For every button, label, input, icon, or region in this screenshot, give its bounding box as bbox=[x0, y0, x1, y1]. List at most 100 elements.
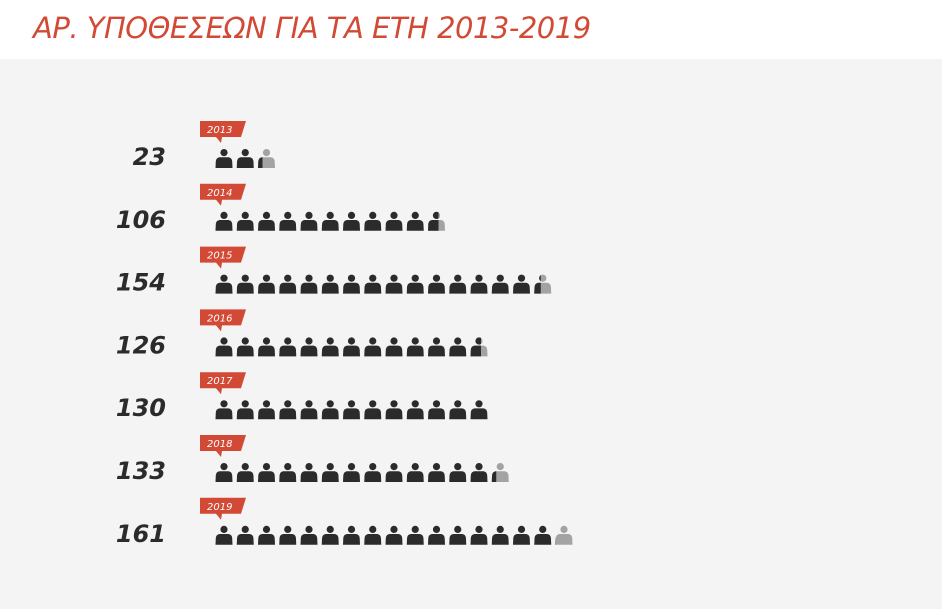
person-icon bbox=[406, 525, 424, 545]
person-icon bbox=[513, 525, 530, 545]
value-label: 106 bbox=[116, 206, 166, 234]
person-icon bbox=[343, 274, 360, 294]
value-label: 161 bbox=[116, 520, 166, 548]
person-icon bbox=[385, 400, 403, 420]
person-icon bbox=[470, 525, 488, 545]
person-icon bbox=[236, 274, 254, 294]
person-icon bbox=[385, 211, 403, 231]
person-icon bbox=[470, 400, 488, 420]
person-icon bbox=[428, 525, 445, 545]
person-icon bbox=[364, 337, 382, 357]
person-icon bbox=[470, 337, 488, 357]
row-2018: 2018 133 bbox=[116, 435, 509, 485]
person-icon bbox=[449, 463, 467, 482]
year-tag: 2017 bbox=[200, 372, 246, 395]
person-icon bbox=[491, 525, 509, 545]
year-tag-label: 2014 bbox=[207, 188, 232, 199]
person-icon bbox=[406, 211, 424, 231]
person-icon bbox=[215, 274, 233, 294]
person-icon bbox=[364, 463, 382, 482]
person-icon bbox=[236, 337, 254, 357]
person-icon bbox=[428, 463, 445, 482]
person-icon bbox=[491, 274, 509, 294]
person-icon bbox=[428, 400, 445, 420]
person-icon bbox=[343, 211, 360, 231]
person-icon bbox=[513, 274, 530, 294]
pictogram-chart: 2013 23 2014 106 2015 154 2016 126 2017 130 2018 13… bbox=[116, 121, 573, 548]
year-tag: 2018 bbox=[200, 435, 246, 457]
person-icon bbox=[406, 463, 424, 482]
person-icon bbox=[215, 463, 233, 482]
person-icon bbox=[385, 337, 403, 357]
row-2013: 2013 23 bbox=[133, 121, 275, 171]
person-icon bbox=[236, 463, 254, 482]
person-icon bbox=[300, 337, 318, 357]
person-icon bbox=[364, 525, 382, 545]
person-icon bbox=[385, 274, 403, 294]
year-tag: 2015 bbox=[200, 246, 246, 269]
row-2017: 2017 130 bbox=[116, 372, 488, 422]
person-icon bbox=[428, 211, 445, 231]
row-2016: 2016 126 bbox=[116, 309, 488, 359]
year-tag: 2016 bbox=[200, 309, 246, 332]
person-icon bbox=[470, 463, 488, 482]
person-icon bbox=[449, 525, 467, 545]
person-icon bbox=[534, 525, 552, 545]
person-icon bbox=[300, 400, 318, 420]
person-icon bbox=[406, 400, 424, 420]
person-icon bbox=[491, 463, 509, 482]
person-icon bbox=[300, 274, 318, 294]
person-icon bbox=[406, 274, 424, 294]
person-icon bbox=[449, 337, 467, 357]
year-tag: 2014 bbox=[200, 183, 246, 206]
person-icon bbox=[343, 337, 360, 357]
row-2015: 2015 154 bbox=[116, 246, 552, 297]
person-icon bbox=[258, 525, 275, 545]
person-icon bbox=[321, 211, 339, 231]
person-icon bbox=[470, 274, 488, 294]
page-title: ΑΡ. ΥΠΟΘΕΣΕΩΝ ΓΙΑ ΤΑ ΕΤΗ 2013-2019 bbox=[33, 11, 591, 45]
year-tag-label: 2018 bbox=[207, 439, 232, 450]
year-tag-label: 2019 bbox=[207, 502, 232, 513]
person-icon bbox=[385, 525, 403, 545]
person-icon bbox=[321, 274, 339, 294]
person-icon bbox=[215, 400, 233, 420]
person-icon bbox=[279, 463, 297, 482]
person-icon bbox=[385, 463, 403, 482]
person-icon bbox=[428, 337, 445, 357]
value-label: 126 bbox=[116, 331, 166, 359]
row-2019: 2019 161 bbox=[116, 497, 573, 548]
person-icon bbox=[321, 463, 339, 482]
year-tag-label: 2015 bbox=[207, 251, 232, 262]
value-label: 154 bbox=[116, 269, 166, 297]
value-label: 133 bbox=[116, 457, 166, 485]
person-icon bbox=[258, 337, 275, 357]
person-icon bbox=[279, 525, 297, 545]
person-icon bbox=[258, 400, 275, 420]
person-icon bbox=[343, 463, 360, 482]
person-icon bbox=[555, 525, 573, 545]
person-icon bbox=[321, 337, 339, 357]
header: ΑΡ. ΥΠΟΘΕΣΕΩΝ ΓΙΑ ΤΑ ΕΤΗ 2013-2019 bbox=[0, 0, 942, 59]
value-label: 130 bbox=[116, 394, 166, 422]
year-tag-label: 2017 bbox=[207, 376, 233, 387]
year-tag: 2013 bbox=[200, 121, 246, 143]
person-icon bbox=[236, 525, 254, 545]
person-icon bbox=[300, 211, 318, 231]
value-label: 23 bbox=[133, 143, 166, 171]
person-icon bbox=[321, 525, 339, 545]
person-icon bbox=[215, 337, 233, 357]
person-icon bbox=[428, 274, 445, 294]
person-icon bbox=[279, 274, 297, 294]
person-icon bbox=[321, 400, 339, 420]
person-icon bbox=[236, 149, 254, 168]
year-tag-label: 2016 bbox=[207, 313, 232, 324]
person-icon bbox=[364, 211, 382, 231]
person-icon bbox=[364, 274, 382, 294]
person-icon bbox=[343, 400, 360, 420]
person-icon bbox=[449, 274, 467, 294]
person-icon bbox=[215, 525, 233, 545]
person-icon bbox=[406, 337, 424, 357]
person-icon bbox=[279, 337, 297, 357]
person-icon bbox=[300, 525, 318, 545]
